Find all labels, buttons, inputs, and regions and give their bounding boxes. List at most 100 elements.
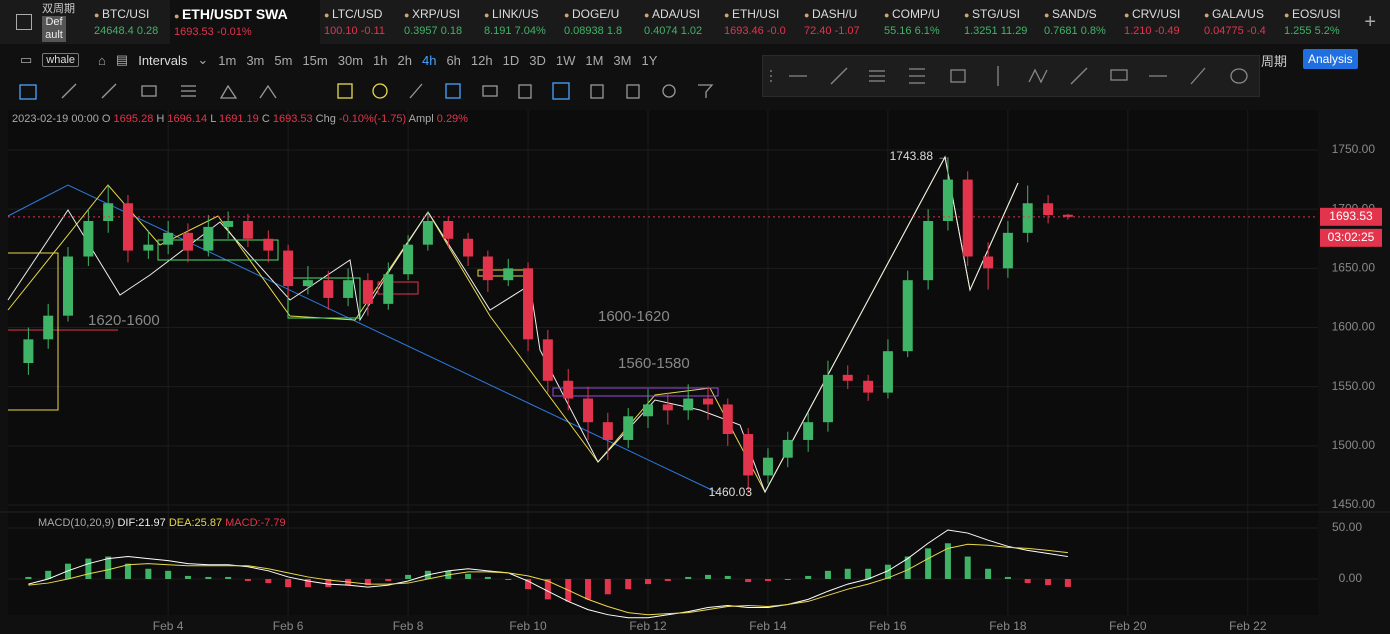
period[interactable]: 周期	[1261, 53, 1288, 69]
change: 0.8%	[1080, 24, 1106, 37]
price: 72.40	[804, 24, 832, 37]
label: 双周期	[42, 2, 75, 15]
interval[interactable]: 1W	[555, 52, 576, 68]
floating-tools	[770, 66, 1248, 86]
change: -0.4	[1246, 24, 1266, 37]
ticker-item[interactable]: ● SAND/S 0.7681 0.8%	[1040, 6, 1120, 39]
trend-line	[7, 184, 717, 493]
ticker-item[interactable]: ● BTC/USI 24648.4 0.28	[90, 6, 170, 39]
ohlc-item: C	[262, 113, 270, 125]
x-tick-label: Feb 6	[273, 619, 304, 633]
interval[interactable]: 1D	[502, 52, 520, 68]
interval[interactable]: 3m	[246, 52, 265, 68]
ticker-symbol: DASH/U	[811, 6, 858, 21]
whale-tag[interactable]: whale	[42, 53, 80, 67]
macd-bar	[704, 574, 711, 579]
candle-body	[223, 221, 234, 227]
ticker-item[interactable]: ● LINK/US 8.191 7.04%	[480, 6, 560, 39]
interval[interactable]: 1M	[585, 52, 604, 68]
ticker-item[interactable]: ● EOS/USI 1.255 5.2%	[1280, 6, 1360, 39]
macd-bar	[904, 556, 911, 579]
macd-bar	[685, 576, 692, 579]
interval[interactable]: 1m	[218, 52, 237, 68]
analysis-button[interactable]: Analysis	[1303, 49, 1358, 69]
price: 1693.46	[724, 24, 764, 37]
interval[interactable]: 12h	[470, 52, 493, 68]
interval[interactable]: 1h	[373, 52, 388, 68]
candle-body	[242, 221, 253, 239]
ticker-symbol: SAND/S	[1051, 6, 1097, 21]
y-tick-label: 0.00	[1339, 571, 1363, 585]
ticker-price: 1.3251 11.29	[964, 23, 1040, 39]
x-tick-label: Feb 18	[989, 619, 1027, 633]
ticker-item[interactable]: ● DOGE/U 0.08938 1.8	[560, 6, 640, 39]
ticker-name: ● XRP/USI	[404, 6, 460, 21]
ticker-item[interactable]: ● LTC/USD 100.10 -0.11	[320, 6, 400, 39]
interval[interactable]: 4h	[421, 52, 437, 68]
interval[interactable]: 5m	[274, 52, 293, 68]
ohlc-item: 0.29%	[437, 113, 468, 125]
y-tick-label: 50.00	[1332, 520, 1362, 534]
candle-body	[662, 404, 673, 411]
macd-bar	[1024, 578, 1031, 584]
price-tag	[1320, 207, 1382, 226]
ticker-name: ● STG/USI	[964, 6, 1020, 21]
interval[interactable]: 6h	[446, 52, 461, 68]
x-tick-label: Feb 8	[393, 619, 424, 633]
candle-body	[343, 280, 354, 298]
macd-bar	[964, 556, 971, 579]
macd-bar	[184, 575, 191, 579]
drawing-tools	[19, 82, 714, 100]
ohlc-item: O	[102, 113, 111, 125]
intervals[interactable]: Intervals	[138, 52, 188, 68]
ticker-name: ● DOGE/U	[564, 6, 620, 21]
macd-bar	[145, 568, 152, 579]
ticker-item[interactable]: ● ADA/USI 0.4074 1.02	[640, 6, 720, 39]
interval[interactable]: 1Y	[641, 52, 658, 68]
ticker-item[interactable]: ● CRV/USI 1.210 -0.49	[1120, 6, 1200, 39]
ticker-symbol: DOGE/U	[571, 6, 620, 21]
candle-body	[683, 398, 694, 411]
candle-body	[362, 280, 373, 304]
macd-bar	[1004, 576, 1011, 579]
macd-bar	[124, 563, 131, 579]
candle-body	[882, 351, 893, 393]
zone-box	[8, 252, 59, 411]
ticker-item[interactable]: ● ETH/USDT SWA 1693.53 -0.01%	[170, 0, 320, 44]
ticker-item[interactable]: ● XRP/USI 0.3957 0.18	[400, 6, 480, 39]
macd-bar	[405, 574, 412, 579]
ticker-item[interactable]: ● COMP/U 55.16 6.1%	[880, 6, 960, 39]
candle-body	[863, 380, 874, 393]
interval[interactable]: 2h	[397, 52, 412, 68]
change: -0.49	[1154, 24, 1180, 37]
add-ticker[interactable]: +	[1364, 10, 1376, 33]
ticker-item[interactable]: ● ETH/USI 1693.46 -0.0	[720, 6, 800, 39]
ohlc-item: 1691.19	[219, 113, 259, 125]
zone-box	[377, 281, 419, 295]
zone-box	[552, 387, 719, 397]
candle-body	[203, 226, 214, 251]
price-tag-text: 1693.53	[1329, 209, 1373, 223]
ticker-symbol: XRP/USI	[411, 6, 460, 21]
ticker-symbol: BTC/USI	[101, 6, 150, 21]
ticker-name: ● LINK/US	[484, 6, 539, 21]
interval[interactable]: 3M	[613, 52, 632, 68]
macd-bar	[544, 578, 551, 600]
zone-box	[287, 277, 361, 319]
layout-switch[interactable]: 双周期 Def ault	[0, 3, 90, 42]
ticker-item[interactable]: ● GALA/US 0.04775 -0.4	[1200, 6, 1280, 39]
dif-line	[28, 529, 1068, 619]
ticker-item[interactable]: ● DASH/U 72.40 -1.07	[800, 6, 880, 39]
macd-bar	[664, 578, 671, 582]
ticker-item[interactable]: ● STG/USI 1.3251 11.29	[960, 6, 1040, 39]
macd-bar	[884, 564, 891, 579]
macd-bar	[784, 578, 791, 580]
interval[interactable]: 15m	[302, 52, 328, 68]
macd-bar	[45, 570, 52, 579]
interval[interactable]: 3D	[529, 52, 546, 68]
interval[interactable]: 30m	[337, 52, 364, 68]
ohlc-item: 1696.14	[167, 113, 207, 125]
plot-bg	[8, 110, 1318, 615]
macd-bar	[265, 578, 272, 584]
